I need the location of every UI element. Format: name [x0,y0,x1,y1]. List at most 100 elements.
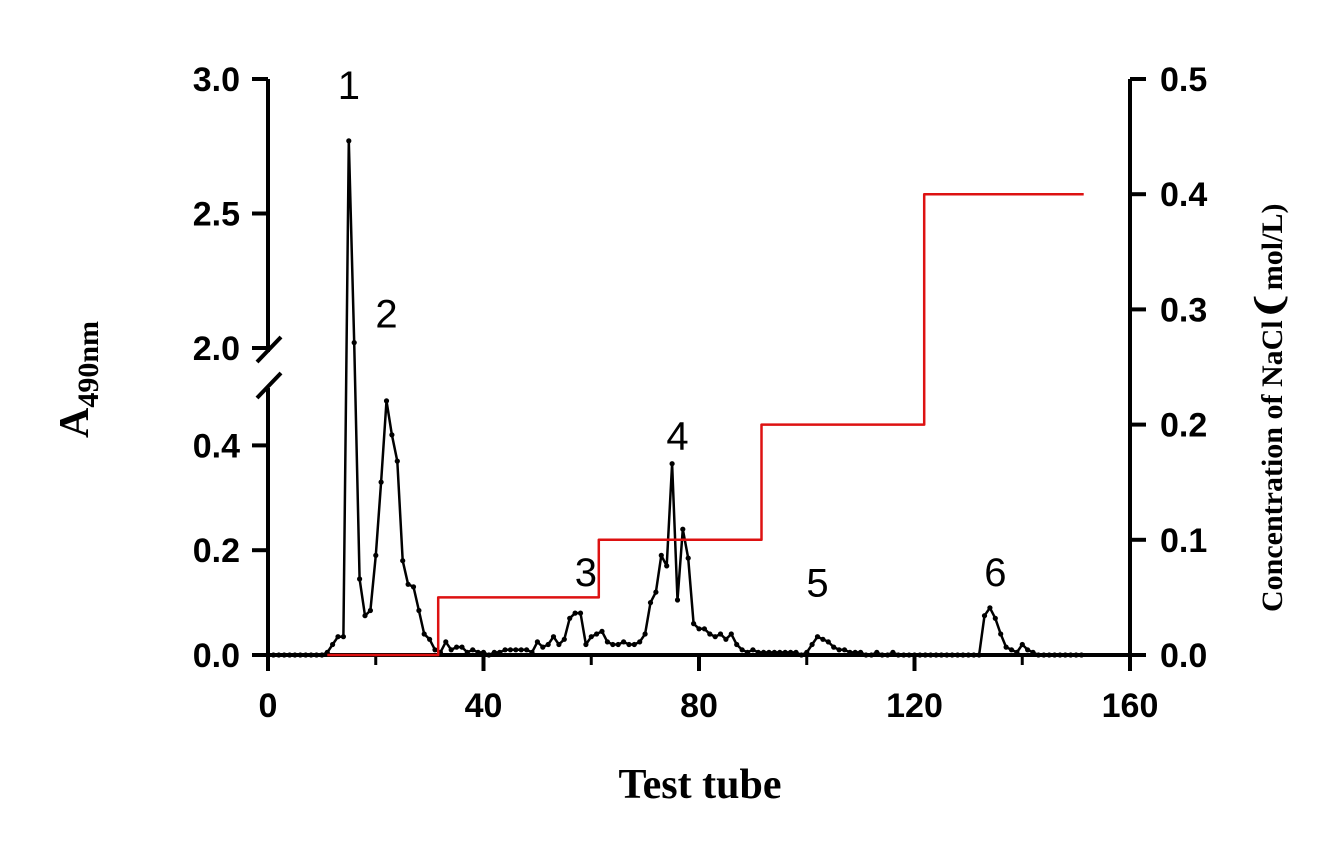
absorbance-point [771,649,778,656]
absorbance-point [1014,649,1020,656]
y-right-tick-label: 0.5 [1160,61,1207,99]
absorbance-point [313,652,320,658]
absorbance-point [292,652,298,658]
absorbance-point [324,649,330,656]
absorbance-point [599,628,605,635]
y-axis-right-title: Concentration of NaCl❨mol/L) [1250,204,1290,612]
y-left-tick-label: 2.0 [193,330,240,368]
absorbance-point [831,644,837,650]
absorbance-point [276,652,282,658]
absorbance-point [949,652,955,658]
y-axis-right-title-after: mol/L) [1256,204,1289,291]
absorbance-point [351,340,357,346]
absorbance-point [1041,652,1047,658]
absorbance-point [820,636,826,642]
absorbance-point [971,652,977,658]
axes-group [252,77,1146,671]
absorbance-point [588,634,594,640]
peak-label-5: 5 [806,561,828,605]
y-left-tick-label: 3.0 [193,61,240,99]
absorbance-point [836,647,842,653]
svg-text:A490nm: A490nm [52,321,105,438]
absorbance-point [367,607,373,614]
absorbance-point [577,610,584,616]
axis-break-mark-upper [255,335,283,364]
x-tick-label: 40 [465,687,503,725]
absorbance-point [362,613,368,619]
absorbance-point [858,649,864,656]
absorbance-point [750,647,756,653]
absorbance-point [383,398,390,404]
peak-label-3: 3 [575,551,597,595]
absorbance-point [518,647,524,653]
y-right-tick-label: 0.2 [1160,407,1207,445]
absorbance-point [674,597,681,603]
x-tick-label: 0 [259,687,278,725]
absorbance-point [421,631,427,637]
absorbance-point [1078,652,1085,658]
absorbance-point [340,634,346,640]
absorbance-point [416,607,422,614]
absorbance-point [454,644,460,650]
y-axis-left-title: A490nm [52,321,105,438]
absorbance-point [928,652,934,658]
absorbance-point [400,558,406,564]
absorbance-point [728,631,734,637]
absorbance-point [432,647,438,653]
absorbance-point [739,647,745,653]
absorbance-point [965,652,972,658]
absorbance-point [901,652,907,658]
absorbance-point [1073,652,1079,658]
absorbance-point [825,639,831,645]
y-axis-right-title-bracket: ❨ [1250,290,1290,320]
absorbance-point [895,652,901,658]
x-tick-label: 160 [1102,687,1159,725]
absorbance-point [976,652,982,658]
absorbance-point [669,461,675,467]
absorbance-point [685,555,691,561]
absorbance-point [761,649,767,656]
absorbance-point [572,610,578,616]
absorbance-point [610,641,616,648]
absorbance-point [1062,652,1068,658]
absorbance-point [556,641,562,648]
absorbance-point [1030,649,1036,656]
absorbance-point [847,649,853,656]
absorbance-point [874,649,880,656]
absorbance-point [480,649,487,656]
absorbance-point [427,636,433,642]
absorbance-point [513,647,519,653]
absorbance-point [1019,641,1025,648]
absorbance-point [540,644,546,650]
absorbance-point [459,644,465,650]
absorbance-point [744,649,751,656]
absorbance-point [696,626,702,632]
absorbance-point [270,652,276,658]
absorbance-point [992,615,998,621]
absorbance-point [653,589,659,595]
svg-text:Concentration of NaCl❨mol/L): Concentration of NaCl❨mol/L) [1250,204,1290,612]
y-right-tick-label: 0.1 [1160,522,1207,560]
absorbance-point [777,649,783,656]
absorbance-point [680,526,686,532]
absorbance-point [798,652,805,658]
absorbance-point [642,631,648,637]
absorbance-point [911,652,918,658]
absorbance-point [470,647,476,653]
absorbance-point [1046,652,1052,658]
absorbance-point [933,652,939,658]
absorbance-point [863,652,869,658]
absorbance-point [664,563,670,569]
absorbance-point [583,641,589,648]
absorbance-point [335,634,341,640]
absorbance-point [788,649,794,656]
absorbance-point [373,552,379,559]
absorbance-point [529,649,535,656]
absorbance-point [809,641,815,648]
peak-label-1: 1 [338,64,360,108]
absorbance-point [346,138,352,144]
absorbance-point [998,631,1004,637]
absorbance-point [448,647,454,653]
absorbance-point [955,652,961,658]
labels-group: 0 40 80 120 1600.00.20.42.02.53.00.00.10.20.… [193,61,1208,725]
